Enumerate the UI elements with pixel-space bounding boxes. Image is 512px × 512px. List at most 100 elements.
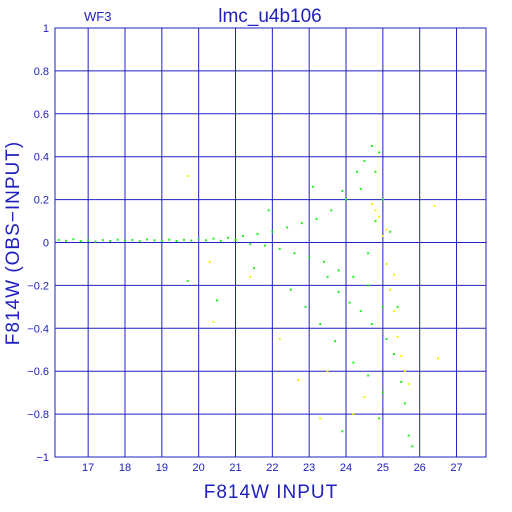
data-point (381, 198, 384, 201)
data-point (352, 361, 355, 364)
data-point (212, 320, 215, 323)
data-point (311, 185, 314, 188)
data-point (160, 239, 163, 242)
data-point (267, 209, 270, 212)
y-tick-label: −0.8 (27, 409, 49, 421)
data-point (381, 305, 384, 308)
data-point (219, 239, 222, 242)
y-tick-label: −1 (36, 452, 49, 464)
data-point (337, 290, 340, 293)
data-point (392, 310, 395, 313)
data-point (256, 232, 259, 235)
data-point (319, 323, 322, 326)
panel-label: WF3 (84, 9, 111, 24)
data-point (138, 240, 141, 243)
data-point (289, 288, 292, 291)
data-point (315, 217, 318, 220)
x-tick-label: 23 (303, 462, 315, 474)
data-point (374, 220, 377, 223)
data-point (381, 235, 384, 238)
data-point (241, 235, 244, 238)
data-point (123, 239, 126, 242)
data-point (190, 239, 193, 242)
data-point (363, 159, 366, 162)
data-point (322, 260, 325, 263)
data-point (182, 238, 185, 241)
y-tick-label: 0.2 (34, 195, 49, 207)
data-point (367, 284, 370, 287)
data-point (208, 260, 211, 263)
data-point (400, 355, 403, 358)
x-tick-label: 26 (414, 462, 426, 474)
plot-frame (54, 27, 487, 458)
data-point (297, 378, 300, 381)
data-point (308, 256, 311, 259)
data-point (348, 301, 351, 304)
data-point (389, 288, 392, 291)
data-point (437, 357, 440, 360)
data-point (403, 370, 406, 373)
data-point (175, 239, 178, 242)
data-point (227, 236, 230, 239)
data-point (293, 252, 296, 255)
data-point (186, 280, 189, 283)
chart-title: lmc_u4b106 (218, 6, 322, 27)
data-point (389, 230, 392, 233)
data-point (352, 275, 355, 278)
data-point (72, 238, 75, 241)
data-point (319, 417, 322, 420)
x-tick-label: 19 (156, 462, 168, 474)
data-point (370, 144, 373, 147)
y-tick-label: 0.6 (34, 109, 49, 121)
data-point (400, 380, 403, 383)
data-point (278, 247, 281, 250)
data-point (286, 226, 289, 229)
data-point (396, 335, 399, 338)
data-point (300, 222, 303, 225)
data-point (363, 395, 366, 398)
data-point (392, 353, 395, 356)
data-point (378, 151, 381, 154)
data-point (168, 238, 171, 241)
data-point (385, 338, 388, 341)
data-point (381, 391, 384, 394)
data-point (359, 187, 362, 190)
data-point (341, 430, 344, 433)
data-point (116, 238, 119, 241)
y-axis-title: F814W (OBS−INPUT) (3, 141, 24, 345)
data-point (87, 239, 90, 242)
data-point (370, 323, 373, 326)
data-point (392, 273, 395, 276)
x-tick-label: 21 (229, 462, 241, 474)
data-point (252, 267, 255, 270)
data-point (79, 240, 82, 243)
data-point (337, 269, 340, 272)
data-point (205, 239, 208, 242)
data-point (234, 238, 237, 241)
data-point (374, 209, 377, 212)
data-point (94, 240, 97, 243)
data-point (186, 175, 189, 178)
data-point (396, 305, 399, 308)
y-tick-labels: −1 −0.8 −0.6 −0.4 −0.2 0 0.2 0.4 0.6 0.8 1 (27, 23, 49, 464)
data-point (271, 230, 274, 233)
x-tick-labels: 17 18 19 20 21 22 23 24 25 26 27 (82, 462, 463, 474)
data-point (212, 237, 215, 240)
data-point (356, 170, 359, 173)
data-point (278, 338, 281, 341)
data-point (385, 228, 388, 231)
x-tick-label: 22 (266, 462, 278, 474)
data-point (330, 209, 333, 212)
data-point (378, 215, 381, 218)
data-point (65, 239, 68, 242)
data-point (57, 238, 60, 241)
x-tick-label: 27 (450, 462, 462, 474)
data-point (197, 238, 200, 241)
x-tick-label: 24 (340, 462, 352, 474)
y-tick-label: −0.2 (27, 280, 49, 292)
data-point (345, 198, 348, 201)
y-tick-label: 0.8 (34, 66, 49, 78)
data-point (385, 262, 388, 265)
data-points (57, 144, 440, 448)
